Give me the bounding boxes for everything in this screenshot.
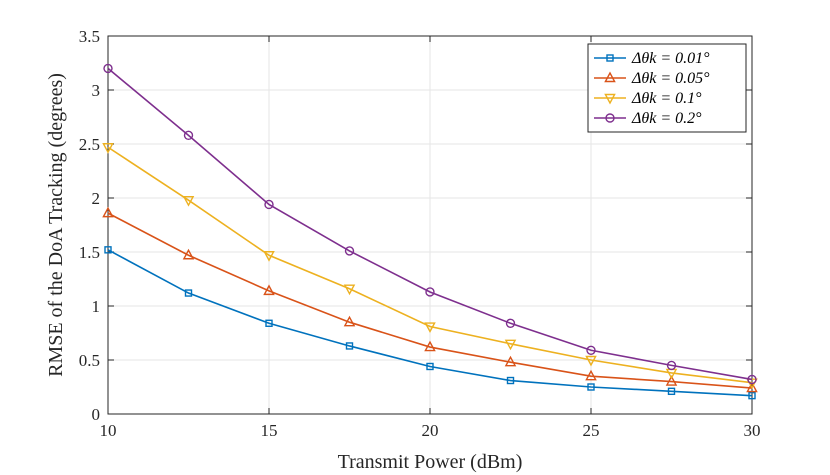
y-tick-label: 0 xyxy=(92,405,101,424)
data-point-marker xyxy=(345,342,354,350)
data-point-marker xyxy=(344,246,355,256)
data-point-marker xyxy=(504,355,517,367)
x-tick-label: 25 xyxy=(583,421,600,440)
data-point-marker xyxy=(424,322,436,333)
data-point-marker xyxy=(587,383,595,391)
series-line xyxy=(107,67,753,381)
legend-marker xyxy=(605,113,615,123)
y-tick-label: 3.5 xyxy=(79,27,100,46)
x-axis-label: Transmit Power (dBm) xyxy=(338,451,523,473)
x-tick-label: 15 xyxy=(261,421,278,440)
x-tick-label: 30 xyxy=(744,421,761,440)
data-point-marker xyxy=(746,381,758,393)
data-point-marker xyxy=(263,284,275,296)
data-point-marker xyxy=(182,248,195,260)
data-point-marker xyxy=(263,251,275,262)
data-point-marker xyxy=(505,318,516,328)
data-point-marker xyxy=(665,375,678,386)
legend-label: Δθk = 0.05° xyxy=(631,70,710,87)
data-point-marker xyxy=(343,284,356,296)
data-point-marker xyxy=(103,63,113,74)
data-point-marker xyxy=(424,340,436,352)
y-tick-label: 2 xyxy=(92,189,101,208)
series-line xyxy=(107,212,753,389)
legend-label: Δθk = 0.01° xyxy=(631,50,710,67)
series-line xyxy=(107,249,753,397)
series-line xyxy=(107,146,753,384)
data-point-marker xyxy=(425,287,435,297)
y-axis-label: RMSE of the DoA Tracking (degrees) xyxy=(45,73,67,377)
data-point-marker xyxy=(586,345,596,355)
data-point-marker xyxy=(102,206,114,218)
axis-ticks: 10 15 20 25 30 0 0.5 1 1.5 2 2.5 3 3.5 xyxy=(79,27,761,440)
series-group xyxy=(102,63,758,400)
data-point-marker xyxy=(264,199,274,210)
legend-marker xyxy=(606,54,614,62)
legend-label: Δθk = 0.2° xyxy=(631,110,702,127)
data-point-marker xyxy=(343,315,356,327)
data-point-marker xyxy=(182,195,195,207)
data-point-marker xyxy=(104,246,112,254)
legend: Δθk = 0.01° Δθk = 0.05° Δθk = 0.1° Δθk = 0.… xyxy=(587,43,747,133)
series-1 xyxy=(104,246,756,400)
x-tick-label: 10 xyxy=(100,421,117,440)
data-point-marker xyxy=(585,369,597,381)
legend-marker xyxy=(604,71,616,83)
data-point-marker xyxy=(667,387,676,396)
series-4 xyxy=(103,63,757,385)
data-point-marker xyxy=(184,289,193,297)
legend-item: Δθk = 0.2° xyxy=(594,110,702,127)
data-point-marker xyxy=(426,362,434,371)
data-point-marker xyxy=(585,355,597,367)
y-tick-label: 1 xyxy=(92,297,101,316)
data-point-marker xyxy=(666,360,677,371)
data-point-marker xyxy=(265,319,273,327)
data-point-marker xyxy=(748,391,756,400)
legend-item: Δθk = 0.1° xyxy=(594,90,702,107)
data-point-marker xyxy=(504,339,517,351)
legend-marker xyxy=(604,93,616,105)
x-tick-label: 20 xyxy=(422,421,439,440)
data-point-marker xyxy=(506,376,515,385)
y-tick-label: 1.5 xyxy=(79,243,100,262)
series-2 xyxy=(102,206,758,393)
data-point-marker xyxy=(747,374,757,385)
legend-label: Δθk = 0.1° xyxy=(631,90,702,107)
legend-item: Δθk = 0.05° xyxy=(594,70,710,87)
y-tick-label: 3 xyxy=(92,81,101,100)
data-point-marker xyxy=(183,130,194,141)
y-tick-label: 0.5 xyxy=(79,351,100,370)
legend-item: Δθk = 0.01° xyxy=(594,50,710,67)
y-tick-label: 2.5 xyxy=(79,135,100,154)
data-point-marker xyxy=(102,143,114,154)
